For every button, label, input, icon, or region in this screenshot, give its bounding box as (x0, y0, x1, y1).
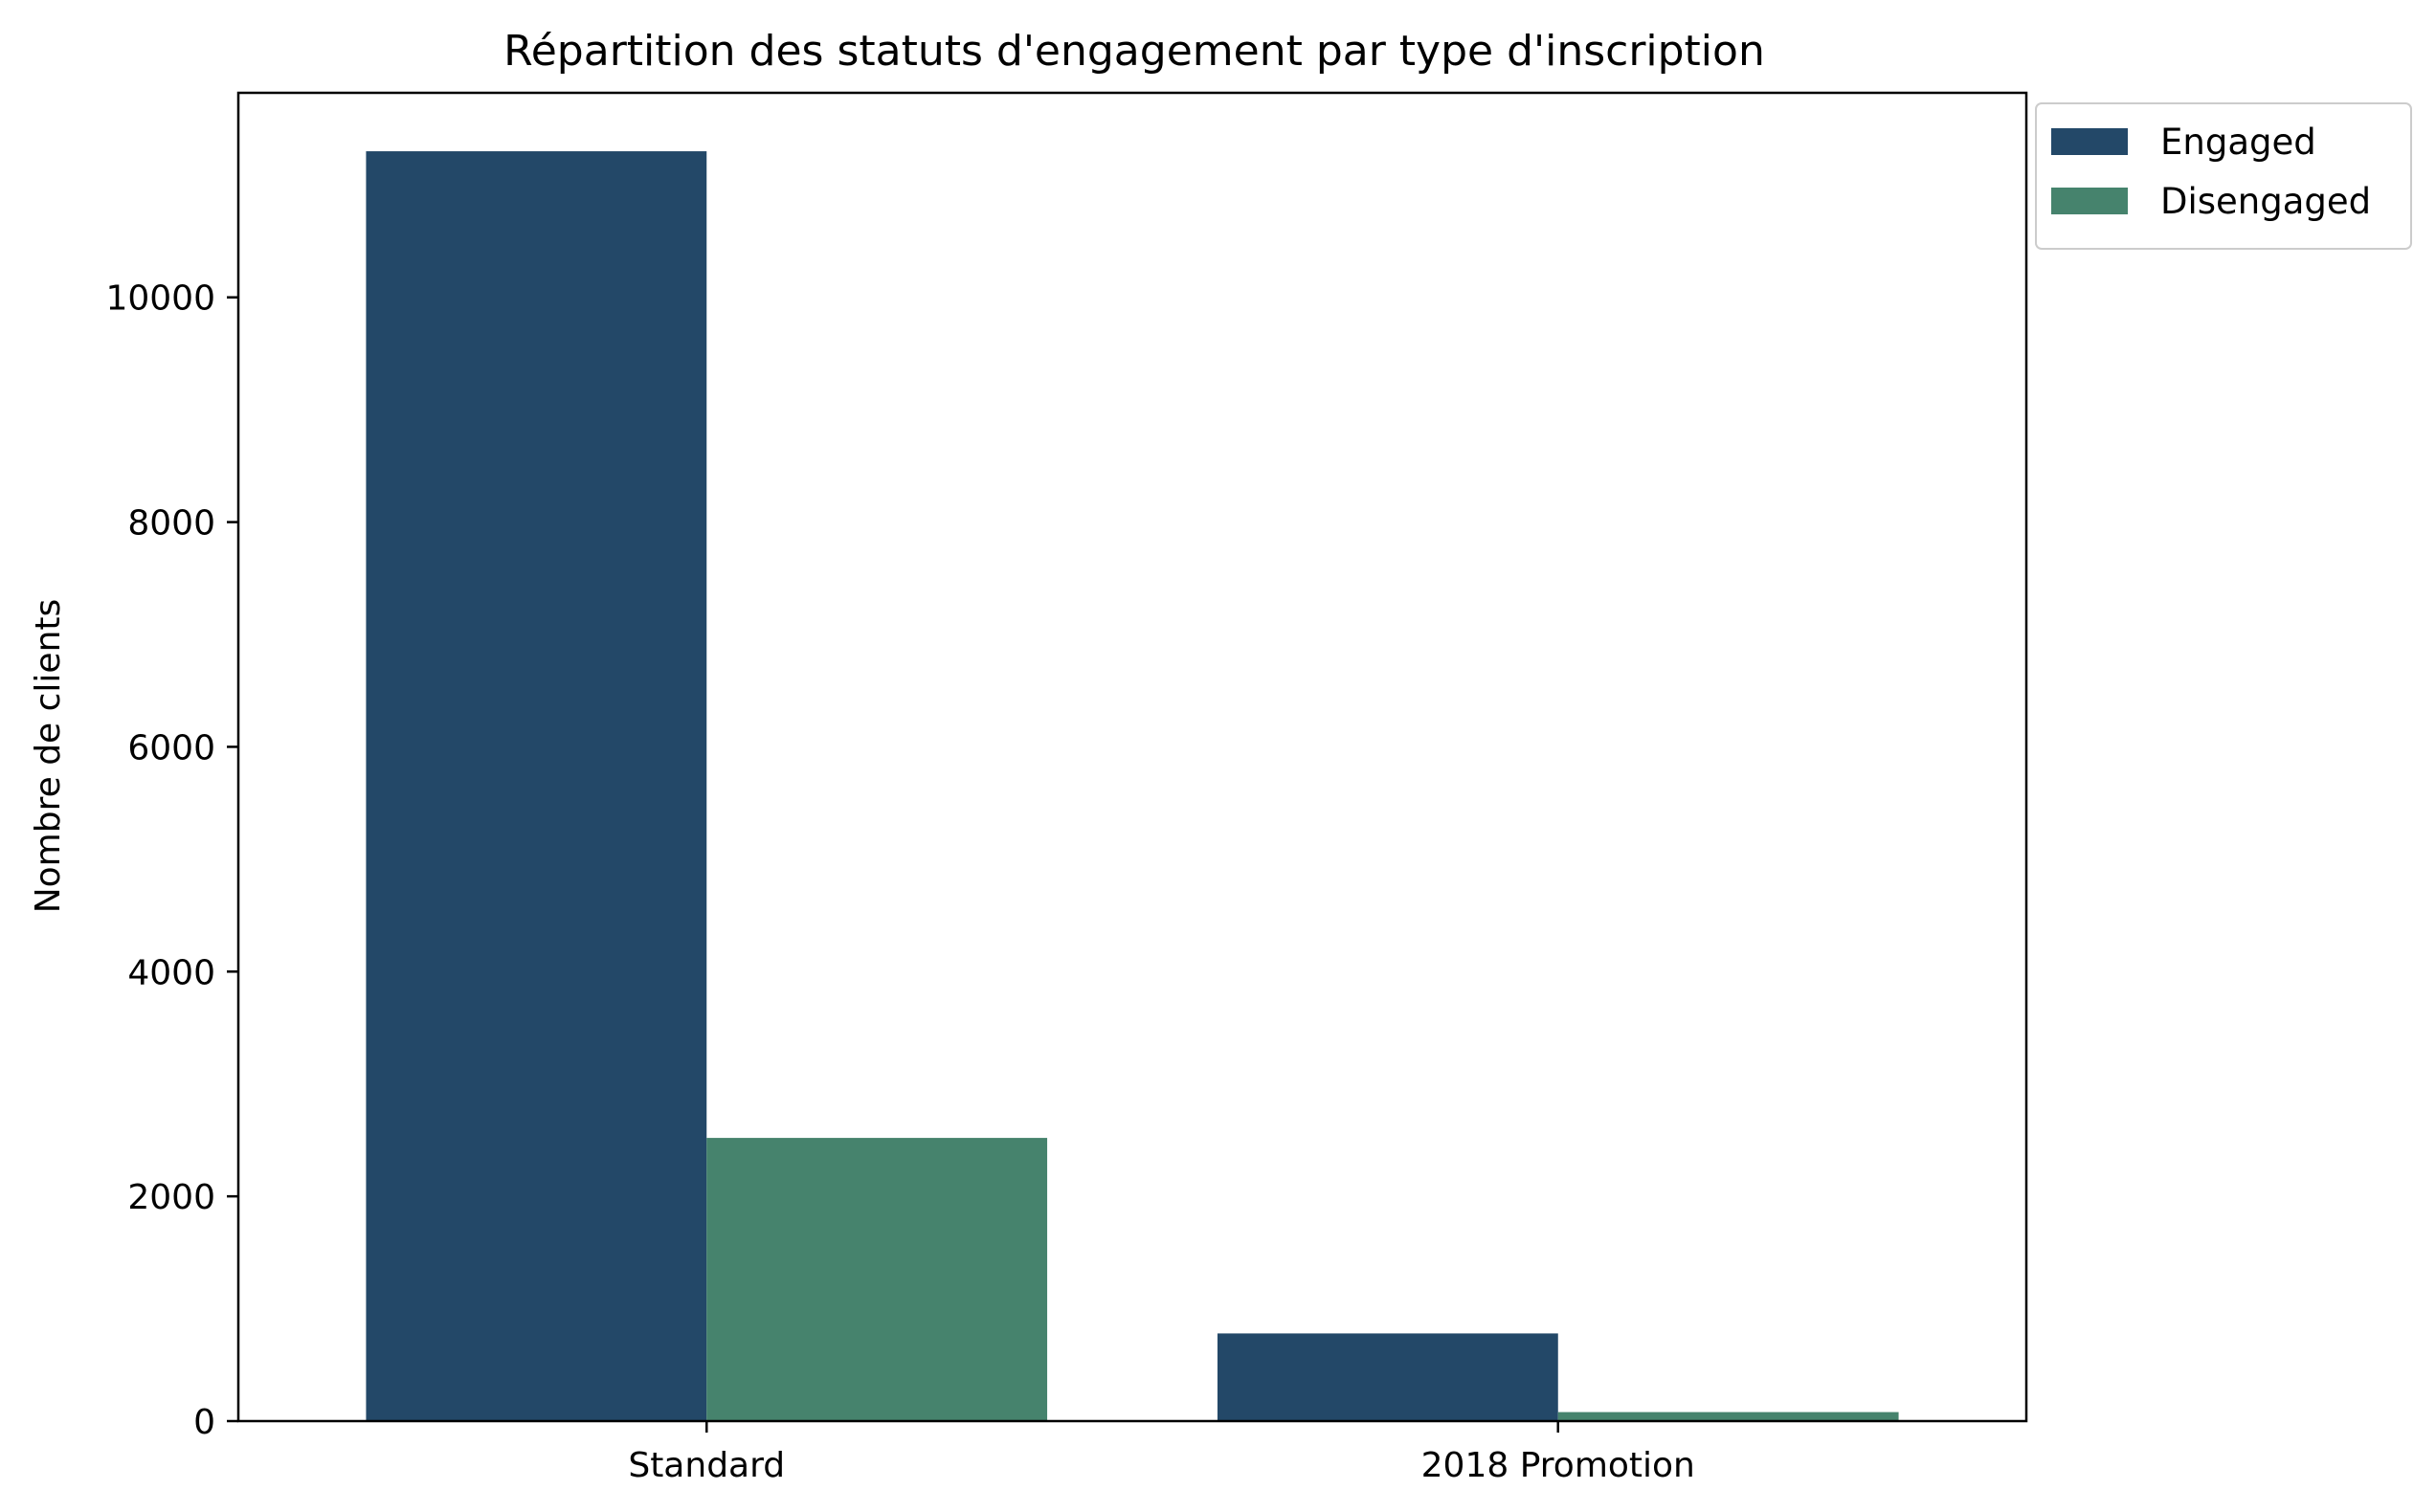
legend-swatch-engaged (2051, 128, 2128, 155)
legend-box (2035, 102, 2412, 250)
legend: Engaged Disengaged (2035, 102, 2412, 250)
legend-label-engaged: Engaged (2160, 122, 2316, 163)
y-tick-label: 4000 (127, 953, 215, 992)
bars-layer (366, 151, 1899, 1421)
x-tick-label-standard: Standard (628, 1446, 785, 1485)
y-axis-ticks: 0 2000 4000 6000 8000 10000 (105, 279, 238, 1442)
bar-engaged-2018-promotion (1217, 1333, 1558, 1421)
y-tick-label: 10000 (105, 279, 215, 319)
bar-disengaged-standard (706, 1138, 1048, 1421)
x-tick-label-2018-promotion: 2018 Promotion (1421, 1446, 1695, 1485)
y-tick-label: 8000 (127, 504, 215, 544)
y-tick-label: 2000 (127, 1178, 215, 1217)
bar-disengaged-2018-promotion (1557, 1412, 1899, 1421)
legend-label-disengaged: Disengaged (2160, 181, 2371, 222)
y-tick-label: 6000 (127, 728, 215, 767)
y-axis-label: Nombre de clients (29, 599, 68, 914)
bar-engaged-standard (366, 151, 707, 1421)
y-tick-label: 0 (193, 1403, 215, 1442)
x-axis-ticks: Standard 2018 Promotion (628, 1421, 1695, 1485)
chart-title: Répartition des statuts d'engagement par… (503, 27, 1765, 76)
plot-frame (236, 91, 2028, 1423)
legend-swatch-disengaged (2051, 188, 2128, 214)
